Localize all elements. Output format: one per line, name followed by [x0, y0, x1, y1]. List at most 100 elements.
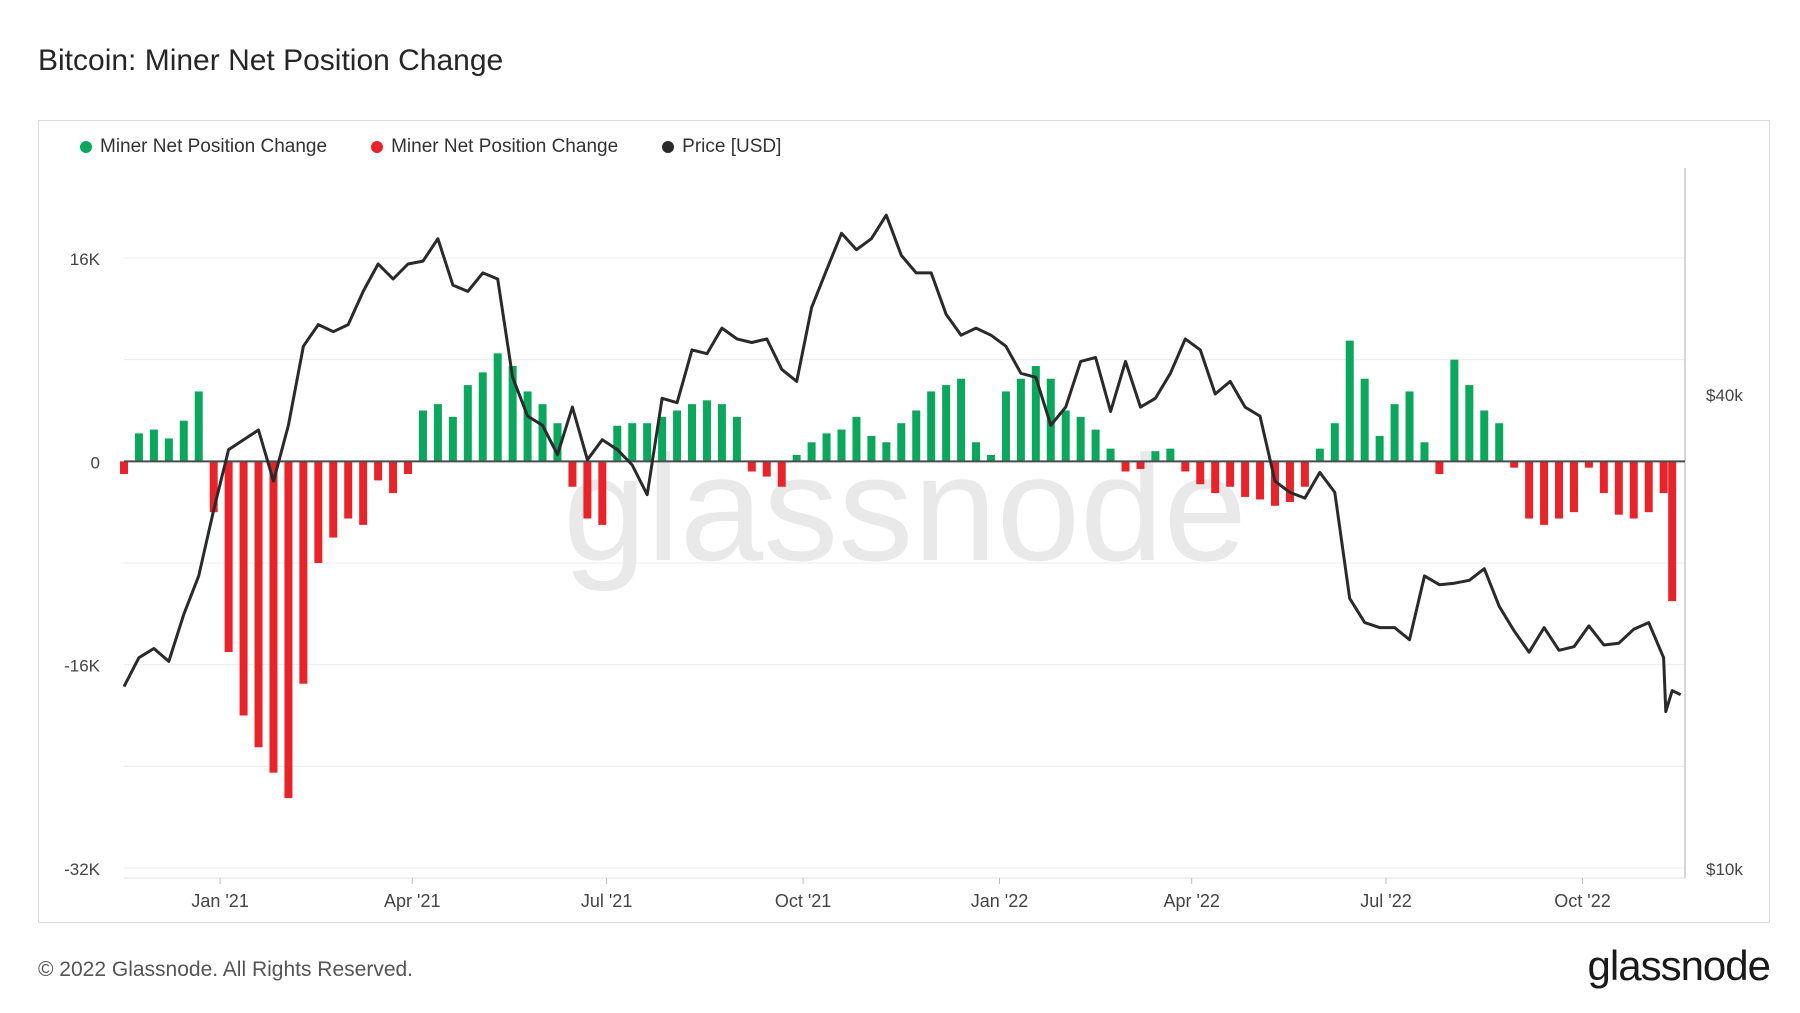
bar-negative	[359, 461, 368, 525]
bar-positive	[643, 423, 652, 462]
bar-negative	[1644, 461, 1653, 513]
bar-positive	[702, 400, 711, 462]
bar-negative	[598, 461, 607, 525]
bar-negative	[1629, 461, 1638, 519]
y-left-tick-label: -32K	[64, 860, 101, 879]
bar-positive	[852, 416, 861, 462]
x-tick-label: Apr '22	[1163, 891, 1219, 911]
bar-positive	[837, 429, 846, 462]
legend-item-negative[interactable]: Miner Net Position Change	[371, 136, 618, 158]
bar-negative	[284, 461, 293, 799]
bar-positive	[1076, 416, 1085, 462]
bar-positive	[1480, 410, 1489, 462]
bar-positive	[957, 378, 966, 462]
bar-negative	[1256, 461, 1265, 500]
bar-positive	[717, 404, 726, 462]
bar-negative	[568, 461, 577, 487]
bar-positive	[508, 366, 517, 462]
bar-positive	[1465, 385, 1474, 462]
bar-negative	[1599, 461, 1608, 494]
y-right-tick-label: $40k	[1706, 386, 1743, 405]
bar-positive	[613, 425, 622, 462]
legend-label-price: Price [USD]	[682, 136, 782, 157]
legend-label-positive: Miner Net Position Change	[100, 136, 328, 157]
bar-negative	[1525, 461, 1534, 519]
x-tick-label: Apr '21	[384, 891, 440, 911]
bar-negative	[1569, 461, 1578, 513]
bar-positive	[1405, 391, 1414, 462]
bar-series	[120, 340, 1677, 799]
bar-positive	[1420, 442, 1429, 462]
y-right-tick-label: $10k	[1706, 860, 1743, 879]
red-dot-icon	[371, 141, 384, 153]
bar-negative	[1285, 461, 1294, 502]
bar-positive	[553, 423, 562, 462]
bar-negative	[344, 461, 353, 519]
glassnode-logo[interactable]: glassnode	[1587, 942, 1771, 989]
axes: 16K 0 -16K -32K $40k $10k Jan '21 Apr '21 Jul '2…	[64, 250, 1743, 911]
bar-positive	[463, 385, 472, 462]
bar-positive	[897, 423, 906, 462]
bar-positive	[867, 435, 876, 462]
bar-positive	[134, 433, 143, 462]
bar-positive	[1375, 435, 1384, 462]
legend-item-price[interactable]: Price [USD]	[662, 136, 781, 158]
y-left-tick-label: -16K	[64, 657, 101, 676]
bar-negative	[1584, 461, 1593, 468]
bar-positive	[1046, 378, 1055, 462]
bar-positive	[1345, 340, 1354, 462]
chart-legend: Miner Net Position Change Miner Net Posi…	[80, 136, 781, 158]
bar-positive	[1001, 391, 1010, 462]
bar-positive	[478, 372, 487, 462]
bar-positive	[1450, 359, 1459, 462]
bar-positive	[628, 423, 637, 462]
bar-positive	[912, 410, 921, 462]
legend-item-positive[interactable]: Miner Net Position Change	[80, 136, 327, 158]
bar-negative	[747, 461, 756, 472]
bar-positive	[433, 404, 442, 462]
bar-positive	[732, 416, 741, 462]
bar-positive	[1360, 378, 1369, 462]
bar-negative	[1668, 461, 1677, 602]
bar-negative	[314, 461, 323, 563]
bar-positive	[493, 353, 502, 462]
bar-negative	[1121, 461, 1130, 472]
bar-negative	[404, 461, 413, 475]
price-series	[122, 213, 1682, 714]
bar-negative	[1659, 461, 1668, 494]
x-tick-label: Jan '21	[191, 891, 248, 911]
bar-positive	[1390, 404, 1399, 462]
y-left-tick-label: 0	[91, 453, 100, 472]
bar-positive	[1315, 448, 1324, 462]
bar-positive	[164, 438, 173, 462]
bar-positive	[448, 416, 457, 462]
black-dot-icon	[662, 141, 675, 153]
bar-negative	[1181, 461, 1190, 472]
bar-positive	[1166, 448, 1175, 462]
bar-negative	[777, 461, 786, 487]
bar-negative	[1614, 461, 1623, 515]
bar-positive	[792, 454, 801, 462]
bar-positive	[673, 410, 682, 462]
y-left-tick-label: 16K	[70, 250, 101, 269]
bar-negative	[120, 461, 128, 475]
bar-positive	[149, 429, 158, 462]
bar-negative	[1435, 461, 1444, 475]
bar-negative	[269, 461, 278, 773]
bar-positive	[986, 454, 995, 462]
bar-negative	[583, 461, 592, 519]
bar-negative	[389, 461, 398, 494]
bar-negative	[299, 461, 308, 684]
x-tick-label: Jul '22	[1360, 891, 1411, 911]
bar-negative	[224, 461, 233, 652]
bar-negative	[209, 461, 218, 513]
bar-positive	[688, 404, 697, 462]
bar-positive	[523, 391, 532, 462]
x-tick-label: Jan '22	[971, 891, 1028, 911]
bar-negative	[762, 461, 771, 477]
bar-positive	[1031, 366, 1040, 462]
bar-positive	[972, 442, 981, 462]
bar-positive	[942, 385, 951, 462]
bar-negative	[254, 461, 263, 748]
